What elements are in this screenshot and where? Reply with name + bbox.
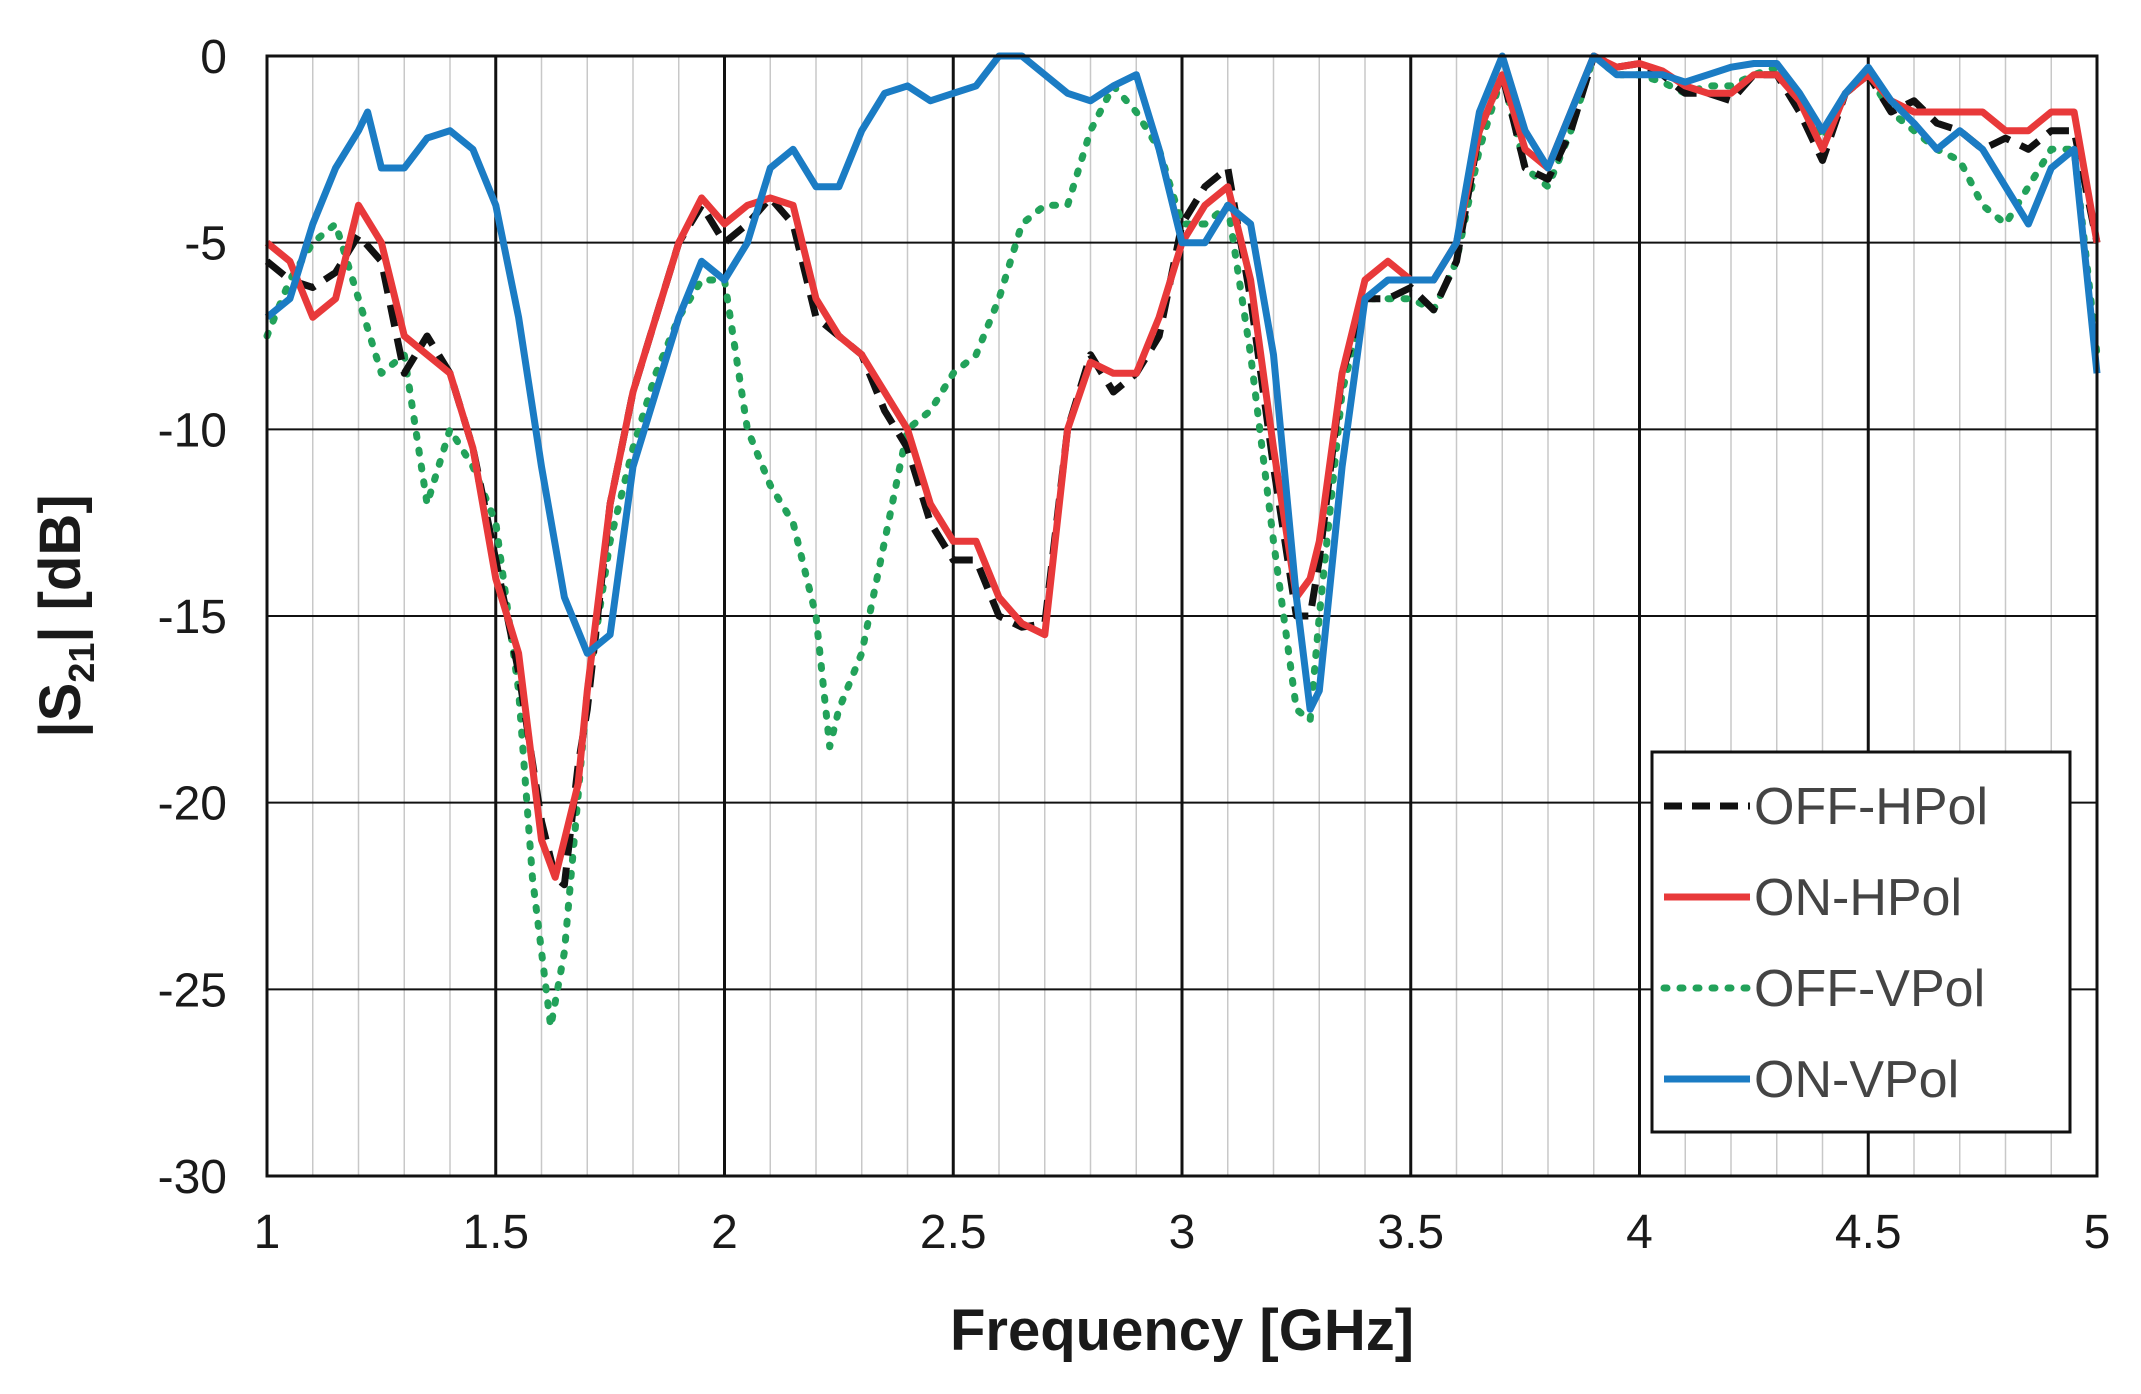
y-axis-title-suffix: | [dB]	[28, 494, 93, 642]
x-tick-labels: 1 1.5 2 2.5 3 3.5 4 4.5 5	[254, 1206, 2111, 1259]
plot-frame	[265, 54, 2099, 1178]
x-tick-label: 5	[2084, 1206, 2111, 1259]
series-line-on-vpol	[264, 52, 2101, 713]
y-tick-label: -5	[184, 218, 227, 271]
x-tick-label: 3	[1169, 1206, 1196, 1259]
legend-box	[1650, 750, 2072, 1134]
y-tick-label: -30	[158, 1151, 227, 1204]
series-line-on-hpol	[264, 52, 2101, 881]
y-tick-label: -10	[158, 404, 227, 457]
x-tick-label: 2.5	[920, 1206, 987, 1259]
series-lines	[263, 52, 2101, 1031]
legend: OFF-HPol ON-HPol OFF-VPol ON-VPol	[1650, 750, 2072, 1134]
x-tick-label: 3.5	[1377, 1206, 1444, 1259]
x-tick-label: 2	[711, 1206, 738, 1259]
legend-label: ON-VPol	[1754, 1051, 1959, 1109]
legend-label: ON-HPol	[1754, 869, 1962, 927]
y-tick-label: 0	[200, 31, 227, 84]
x-axis-title: Frequency [GHz]	[950, 1298, 1414, 1363]
x-tick-label: 1	[254, 1206, 281, 1259]
y-axis-title-subscript: 21	[61, 643, 102, 683]
x-tick-label: 4	[1626, 1206, 1653, 1259]
legend-label: OFF-VPol	[1754, 960, 1985, 1018]
legend-label: OFF-HPol	[1754, 778, 1988, 836]
y-tick-label: -15	[158, 591, 227, 644]
y-tick-labels: 0 -5 -10 -15 -20 -25 -30	[158, 31, 227, 1204]
y-axis-title: |S21| [dB]	[28, 494, 102, 737]
y-tick-label: -25	[158, 964, 227, 1017]
x-tick-label: 1.5	[462, 1206, 529, 1259]
y-axis-title-prefix: |S	[28, 683, 93, 738]
x-tick-label: 4.5	[1835, 1206, 1902, 1259]
y-tick-label: -20	[158, 778, 227, 831]
